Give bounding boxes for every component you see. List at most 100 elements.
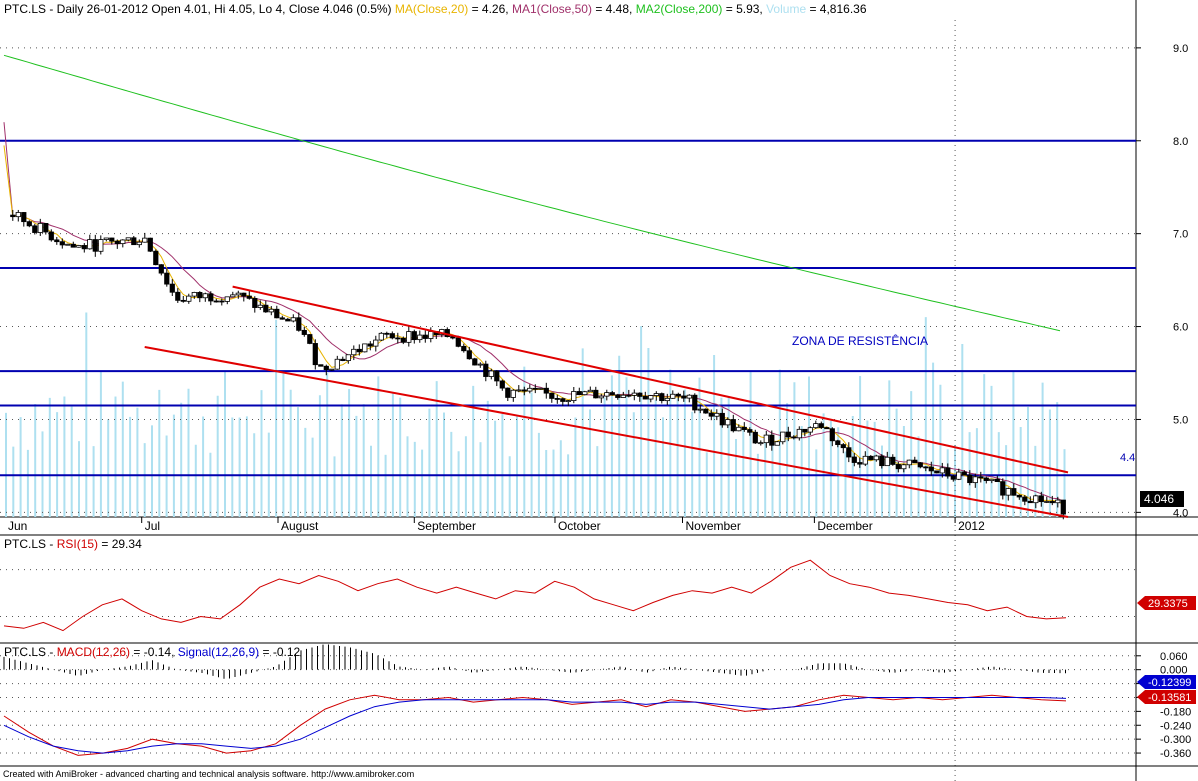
candle-body bbox=[263, 304, 269, 313]
candle-body bbox=[917, 462, 923, 468]
price-tick-label: 8.0 bbox=[1173, 136, 1188, 148]
candle-body bbox=[934, 470, 940, 474]
candle-body bbox=[527, 387, 533, 392]
candle-body bbox=[532, 387, 538, 390]
ma50-value: = 4.48, bbox=[592, 2, 636, 16]
macd-tick-label: -0.360 bbox=[1160, 748, 1191, 760]
candle-body bbox=[769, 434, 775, 446]
candle-body bbox=[675, 393, 681, 397]
macd-header-prefix: PTC.LS - bbox=[4, 645, 57, 659]
candle-body bbox=[15, 212, 21, 218]
candle-body bbox=[840, 444, 846, 449]
candle-body bbox=[510, 389, 516, 398]
candle-body bbox=[169, 283, 175, 293]
candle-body bbox=[1044, 501, 1050, 503]
candle-body bbox=[950, 475, 956, 480]
candle-body bbox=[252, 297, 258, 308]
candle-body bbox=[1016, 494, 1022, 498]
candle-body bbox=[65, 243, 71, 246]
candle-body bbox=[582, 391, 588, 396]
candle-body bbox=[752, 431, 758, 444]
channel-lower-line bbox=[144, 346, 1069, 518]
ma200-line bbox=[3, 54, 1061, 332]
rsi-value-box bbox=[1145, 596, 1196, 610]
candle-body bbox=[1033, 495, 1039, 504]
candle-body bbox=[48, 231, 54, 241]
candle-body bbox=[400, 337, 406, 343]
candle-body bbox=[1060, 499, 1066, 515]
macd-value-box bbox=[1145, 690, 1196, 704]
resistance-annotation: ZONA DE RESISTÊNCIA bbox=[792, 333, 928, 348]
candle-body bbox=[191, 292, 197, 297]
x-tick-label: October bbox=[558, 519, 601, 533]
candle-body bbox=[961, 471, 967, 476]
candle-body bbox=[626, 394, 632, 397]
price-y-axis: 9.0 8.0 7.0 6.0 5.0 4.0 bbox=[1136, 43, 1188, 519]
rsi-value: = 29.34 bbox=[98, 537, 142, 551]
candle-body bbox=[521, 389, 527, 392]
candle-body bbox=[109, 237, 115, 242]
candle-body bbox=[329, 368, 335, 371]
rsi-label: RSI(15) bbox=[57, 537, 98, 551]
last-close-label: 4.046 bbox=[1144, 492, 1174, 506]
signal-label: Signal(12,26,9) bbox=[178, 645, 259, 659]
candle-body bbox=[829, 428, 835, 442]
candle-body bbox=[615, 394, 621, 398]
candle-body bbox=[268, 308, 274, 313]
candle-body bbox=[708, 412, 714, 417]
candle-body bbox=[730, 419, 736, 432]
candle-body bbox=[983, 477, 989, 481]
candle-body bbox=[307, 334, 313, 344]
candle-body bbox=[939, 467, 945, 474]
candle-body bbox=[92, 239, 98, 252]
candle-body bbox=[824, 427, 830, 430]
macd-value-label: -0.13581 bbox=[1148, 692, 1191, 704]
candles bbox=[10, 209, 1066, 520]
candle-body bbox=[384, 332, 390, 335]
candle-body bbox=[290, 317, 296, 322]
candle-body bbox=[186, 295, 192, 302]
candle-body bbox=[494, 370, 500, 382]
candle-body bbox=[417, 334, 423, 341]
candle-body bbox=[906, 459, 912, 466]
candle-body bbox=[659, 393, 665, 402]
ma20-label: MA(Close,20) bbox=[395, 2, 468, 16]
ma200-value: = 5.93, bbox=[722, 2, 766, 16]
candle-body bbox=[208, 293, 214, 302]
candle-body bbox=[994, 478, 1000, 483]
price-header-prefix: PTC.LS - Daily 26-01-2012 Open 4.01, Hi … bbox=[4, 2, 392, 16]
candle-body bbox=[274, 308, 280, 319]
candle-body bbox=[956, 471, 962, 480]
candle-body bbox=[791, 436, 797, 439]
candle-body bbox=[334, 358, 340, 370]
candle-body bbox=[868, 455, 874, 461]
candle-body bbox=[714, 412, 720, 417]
candle-body bbox=[835, 440, 841, 445]
candle-body bbox=[560, 398, 566, 402]
candle-body bbox=[978, 476, 984, 479]
candle-body bbox=[312, 343, 318, 366]
candle-body bbox=[428, 331, 434, 339]
candle-body bbox=[901, 464, 907, 470]
candle-body bbox=[10, 214, 16, 218]
candle-body bbox=[351, 348, 357, 356]
candle-body bbox=[747, 429, 753, 433]
candle-body bbox=[54, 239, 60, 243]
candle-body bbox=[725, 419, 731, 426]
candle-body bbox=[477, 363, 483, 366]
candle-body bbox=[692, 394, 698, 411]
x-tick-label: 2012 bbox=[958, 519, 985, 533]
candle-body bbox=[516, 389, 522, 392]
candle-body bbox=[670, 393, 676, 399]
candle-body bbox=[1000, 481, 1006, 496]
macd-histogram bbox=[3, 644, 1066, 679]
candle-body bbox=[120, 239, 126, 245]
price-tick-label: 5.0 bbox=[1173, 414, 1188, 426]
candle-body bbox=[1055, 499, 1061, 504]
candle-body bbox=[230, 294, 236, 298]
candle-body bbox=[780, 431, 786, 443]
rsi-panel: 29.3375 PTC.LS - RSI(15) = 29.34 bbox=[0, 534, 1198, 644]
candle-body bbox=[345, 354, 351, 362]
candle-body bbox=[103, 237, 109, 240]
x-tick-label: August bbox=[281, 519, 319, 533]
